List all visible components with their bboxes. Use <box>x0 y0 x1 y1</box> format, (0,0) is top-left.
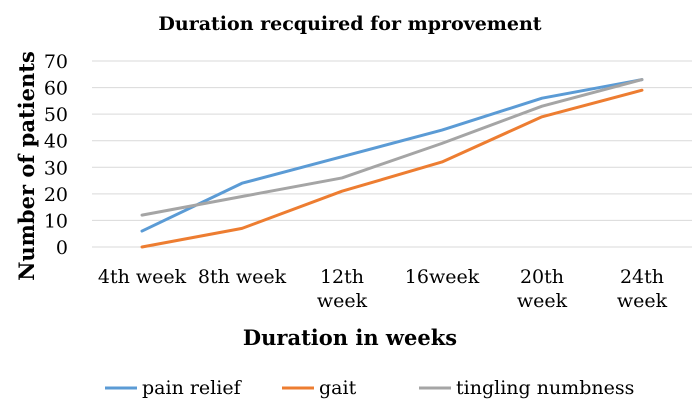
legend-label: pain relief <box>142 377 243 399</box>
x-tick-label: 24th week <box>617 266 668 312</box>
x-tick-label: 12th week <box>317 266 368 312</box>
legend: pain relief gait tingling numbness <box>105 377 634 399</box>
y-axis-ticks: 0 10 20 30 40 50 60 70 <box>44 51 68 259</box>
x-tick-label: 16week <box>405 266 480 288</box>
x-tick-label: 20th week <box>517 266 568 312</box>
y-axis-title: Number of patients <box>14 51 39 281</box>
y-tick-label: 70 <box>44 51 68 73</box>
y-tick-label: 20 <box>44 184 68 206</box>
y-tick-label: 10 <box>44 210 68 232</box>
chart-title: Duration recquired for mprovement <box>158 13 541 35</box>
x-axis-title: Duration in weeks <box>243 325 457 350</box>
series-lines <box>140 78 644 249</box>
y-tick-label: 0 <box>56 237 68 259</box>
y-tick-label: 60 <box>44 78 68 100</box>
x-tick-label: 8th week <box>198 266 287 288</box>
x-tick-label: 4th week <box>98 266 187 288</box>
y-tick-label: 50 <box>44 104 68 126</box>
x-axis-ticks: 4th week 8th week 12th week 16week 20th week 24… <box>98 266 668 312</box>
y-tick-label: 30 <box>44 157 68 179</box>
y-tick-label: 40 <box>44 131 68 153</box>
legend-label: gait <box>319 377 357 399</box>
series-line-gait <box>140 88 644 249</box>
legend-label: tingling numbness <box>456 377 634 399</box>
series-line-pain-relief <box>140 78 644 233</box>
series-line-tingling-numbness <box>140 78 644 217</box>
gridlines <box>92 60 692 248</box>
